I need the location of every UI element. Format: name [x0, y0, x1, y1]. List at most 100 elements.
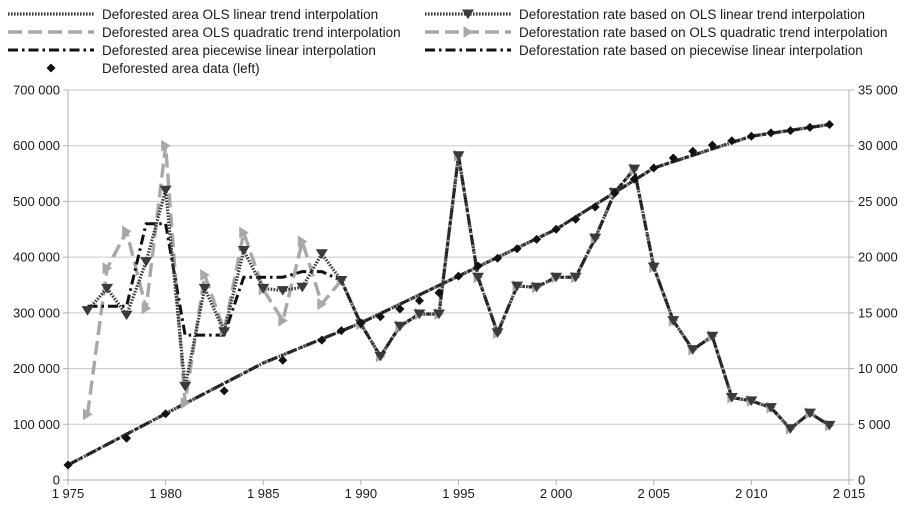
series-5-point: [161, 139, 171, 152]
left-tick-label: 700 000: [13, 83, 60, 98]
series-4-point: [823, 420, 836, 431]
series-3-point: [727, 136, 737, 146]
series-4-point: [550, 272, 563, 283]
legend-marker: [463, 26, 474, 38]
series-4-point: [647, 262, 660, 273]
right-tick-label: 5 000: [858, 417, 891, 432]
series-5-point: [297, 235, 308, 248]
x-tick-label: 2 005: [637, 486, 670, 501]
series-5-point: [180, 397, 191, 410]
series-4-point: [569, 272, 582, 283]
series-4-point: [725, 393, 738, 403]
tick-labels: 0 100 000 200 000 300 000 400 000 500 000 600 …: [13, 83, 898, 502]
series-4-point: [237, 245, 250, 256]
left-tick-label: 400 000: [13, 250, 60, 265]
series-5-point: [317, 297, 327, 310]
series-3-point: [785, 126, 795, 136]
legend-item: Deforested area OLS linear trend interpo…: [8, 7, 378, 22]
legend-label: Deforestation rate based on OLS quadrati…: [519, 25, 887, 40]
series-3-point: [629, 174, 639, 184]
series-markers: [63, 120, 836, 470]
legend-marker: [46, 63, 56, 73]
series-4-point: [276, 286, 289, 296]
left-tick-label: 0: [53, 473, 60, 488]
x-tick-label: 1 990: [345, 486, 378, 501]
series-3-point: [805, 122, 815, 132]
legend-label: Deforested area data (left): [102, 61, 260, 76]
series-5-point: [141, 302, 152, 315]
series-3-point: [63, 460, 73, 470]
series-4-point: [101, 283, 114, 294]
series-4-point: [667, 316, 680, 326]
series-3-point: [356, 318, 366, 328]
left-tick-label: 100 000: [13, 417, 60, 432]
series-4-point: [745, 396, 758, 406]
series-3-point: [746, 131, 756, 141]
series-4-point: [589, 233, 602, 244]
legend-item: Deforested area data (left): [46, 61, 260, 76]
series-4-point: [393, 321, 406, 332]
series-4-point: [218, 327, 231, 337]
series-4-point: [764, 403, 777, 413]
legend-label: Deforested area OLS quadratic trend inte…: [102, 25, 401, 40]
series-3-point: [454, 271, 463, 281]
series-5-point: [83, 408, 93, 421]
series-4-line: [86, 154, 831, 431]
legend-item: Deforested area OLS quadratic trend inte…: [8, 25, 401, 40]
series-4-point: [452, 151, 465, 161]
series-4-point: [179, 381, 192, 392]
legend: Deforested area OLS linear trend interpo…: [8, 7, 887, 76]
series-4-point: [530, 282, 543, 293]
legend-label: Deforestation rate based on piecewise li…: [519, 43, 863, 58]
series-3-point: [610, 188, 620, 198]
series-3-point: [590, 202, 600, 212]
series-4-point: [335, 276, 348, 286]
series-6-line: [87, 154, 831, 431]
series-3-point: [512, 244, 522, 254]
legend-item: Deforestation rate based on OLS linear t…: [425, 7, 865, 22]
left-tick-label: 300 000: [13, 305, 60, 320]
series-3-point: [375, 312, 385, 322]
series-0-line: [67, 122, 830, 467]
series-4-point: [706, 331, 719, 342]
x-tick-label: 1 985: [247, 486, 280, 501]
legend-item: Deforested area piecewise linear interpo…: [8, 43, 376, 58]
series-4-point: [413, 309, 426, 320]
series-3-point: [824, 120, 834, 130]
right-tick-label: 10 000: [858, 361, 898, 376]
series-1-line: [67, 122, 830, 467]
series-5-line: [85, 143, 831, 431]
left-tick-label: 200 000: [13, 361, 60, 376]
series-lines: [67, 122, 831, 467]
series-4-point: [374, 351, 387, 362]
series-3-point: [434, 288, 444, 298]
series-3-point: [571, 214, 581, 224]
series-5-point: [200, 268, 210, 281]
series-3-point: [161, 409, 171, 419]
series-3-point: [551, 224, 561, 234]
series-4-point: [472, 272, 485, 283]
right-tick-label: 20 000: [858, 250, 898, 265]
series-3-point: [414, 296, 424, 306]
series-4-point: [784, 424, 797, 434]
series-5-point: [102, 262, 113, 275]
legend-item: Deforestation rate based on OLS quadrati…: [425, 25, 887, 40]
legend-label: Deforestation rate based on OLS linear t…: [519, 7, 865, 22]
series-4-point: [296, 282, 309, 293]
series-5-point: [122, 225, 132, 238]
legend-item: Deforestation rate based on piecewise li…: [425, 43, 863, 58]
legend-label: Deforested area OLS linear trend interpo…: [102, 7, 378, 22]
series-3-point: [688, 146, 698, 156]
x-tick-label: 1 995: [442, 486, 475, 501]
series-4-point: [120, 310, 133, 321]
series-4-point: [140, 257, 153, 267]
series-3-point: [532, 234, 542, 244]
right-tick-label: 25 000: [858, 194, 898, 209]
series-3-point: [278, 355, 288, 365]
series-4-point: [432, 309, 445, 320]
x-tick-label: 1 980: [149, 486, 182, 501]
left-tick-label: 600 000: [13, 138, 60, 153]
series-4-point: [491, 328, 504, 339]
series-3-point: [219, 386, 229, 396]
